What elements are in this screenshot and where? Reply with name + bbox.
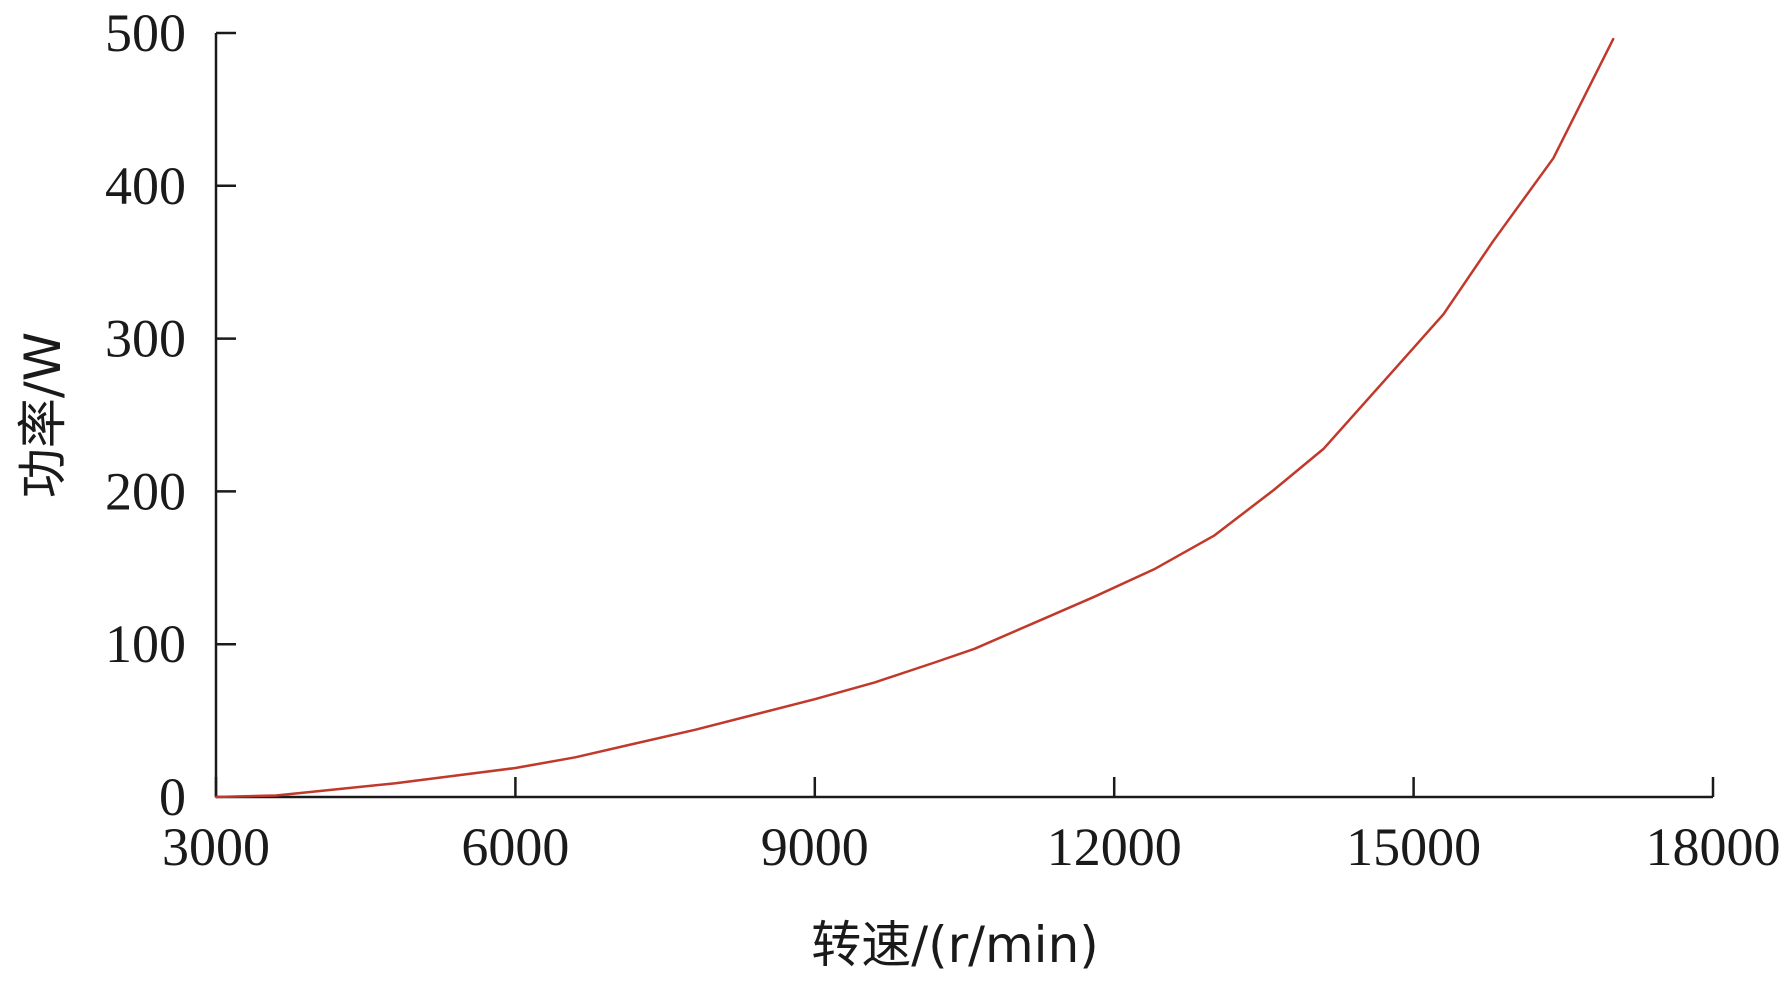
x-tick-label: 9000 <box>761 817 869 877</box>
x-tick-label: 18000 <box>1646 817 1781 877</box>
x-tick-label: 6000 <box>461 817 569 877</box>
plot-area <box>214 33 1713 799</box>
x-tick-label: 15000 <box>1346 817 1481 877</box>
series-line <box>214 37 1615 799</box>
x-tick-label: 3000 <box>162 817 270 877</box>
y-axis-ticks: 0 100 200 300 400 500 <box>105 3 236 827</box>
y-tick-label: 400 <box>105 156 186 216</box>
x-axis-title: 转速/(r/min) <box>811 916 1099 974</box>
y-tick-label: 300 <box>105 309 186 369</box>
y-tick-label: 200 <box>105 461 186 521</box>
x-tick-label: 12000 <box>1047 817 1182 877</box>
y-tick-label: 500 <box>105 3 186 63</box>
series-layer <box>214 37 1615 799</box>
y-tick-label: 0 <box>159 767 186 827</box>
x-axis-ticks: 3000 6000 9000 12000 15000 18000 <box>162 777 1781 877</box>
y-tick-label: 100 <box>105 614 186 674</box>
y-axis-title: 功率/W <box>14 332 72 498</box>
